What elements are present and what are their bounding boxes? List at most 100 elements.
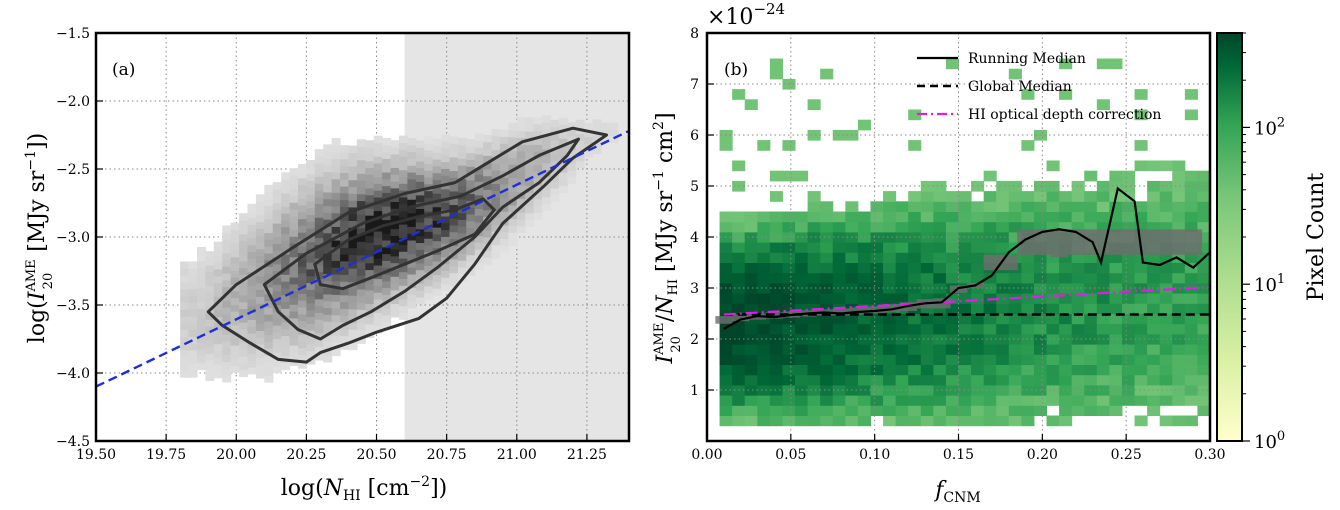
hist-cell — [281, 274, 291, 282]
heat-cell — [933, 313, 947, 325]
hist-cell — [432, 138, 442, 147]
heat-cell — [945, 374, 959, 386]
heat-cell — [983, 191, 997, 202]
hist-cell — [264, 232, 274, 240]
heat-cell — [1147, 201, 1161, 212]
heat-cell — [870, 323, 884, 335]
heat-cell — [769, 231, 783, 243]
heat-cell — [757, 221, 771, 233]
heat-cell — [908, 344, 922, 355]
heat-cell — [870, 395, 884, 406]
hist-cell — [474, 194, 484, 203]
hist-cell — [180, 268, 190, 276]
hist-cell — [415, 262, 425, 271]
heat-cell — [1147, 313, 1161, 325]
heat-cell — [1134, 333, 1148, 345]
heat-cell — [820, 303, 834, 314]
hist-cell — [424, 238, 434, 246]
hist-cell — [441, 175, 451, 183]
heat-cell — [757, 231, 771, 243]
hist-cell — [213, 241, 223, 250]
heat-cell — [1159, 303, 1173, 314]
heat-cell — [883, 272, 897, 284]
heat-cell — [1071, 293, 1085, 304]
hist-cell — [533, 164, 543, 173]
hist-cell — [424, 197, 434, 205]
heat-cell — [1197, 303, 1210, 314]
heat-cell — [908, 405, 922, 416]
heat-cell — [1197, 242, 1210, 253]
heat-cell — [1084, 170, 1098, 182]
hist-cell — [272, 352, 282, 360]
hist-cell — [508, 238, 518, 247]
hist-cell — [272, 223, 282, 231]
heat-cell — [744, 364, 758, 376]
heat-cell — [769, 384, 783, 396]
hist-cell — [340, 199, 350, 207]
heat-cell — [895, 364, 909, 376]
heat-cell — [807, 384, 821, 396]
hist-cell — [264, 375, 274, 383]
hist-cell — [491, 217, 501, 225]
hist-cell — [247, 366, 257, 375]
x-axis-label-b: fCNM — [933, 478, 980, 506]
heat-cell — [883, 415, 897, 427]
heat-cell — [870, 282, 884, 294]
hist-cell — [281, 219, 291, 228]
hist-cell — [449, 265, 459, 274]
hist-cell — [407, 178, 417, 187]
heat-cell — [1184, 303, 1198, 314]
hist-cell — [289, 304, 299, 312]
heat-cell — [857, 344, 871, 355]
hist-cell — [314, 339, 324, 347]
heat-cell — [1096, 252, 1110, 263]
hist-cell — [584, 136, 594, 144]
hist-cell — [373, 203, 383, 212]
hist-cell — [373, 278, 383, 286]
heat-cell — [820, 313, 834, 325]
heat-cell — [1147, 374, 1161, 386]
hist-cell — [306, 296, 316, 304]
hist-cell — [373, 190, 383, 198]
hist-cell — [323, 259, 333, 268]
heat-cell — [1008, 364, 1022, 376]
hist-cell — [255, 269, 265, 277]
hist-cell — [289, 270, 299, 278]
hist-cell — [567, 170, 577, 178]
heat-cell — [895, 374, 909, 386]
hist-cell — [196, 287, 207, 296]
heat-cell — [1084, 323, 1098, 335]
hist-cell — [239, 328, 249, 337]
heat-cell — [719, 374, 733, 386]
heat-cell — [757, 282, 771, 294]
hist-cell — [356, 234, 366, 242]
heat-cell — [1134, 272, 1148, 284]
hist-cell — [348, 240, 358, 249]
hist-cell — [466, 261, 476, 269]
hist-cell — [508, 225, 518, 233]
hist-cell — [407, 239, 417, 248]
hist-cell — [306, 316, 316, 324]
hist-cell — [348, 186, 358, 194]
heat-cell — [996, 303, 1010, 314]
y-scale-factor: ×10−24 — [707, 0, 785, 30]
hist-cell — [390, 153, 400, 162]
heat-cell — [1147, 405, 1161, 416]
hist-cell — [533, 137, 543, 145]
hist-cell — [230, 277, 240, 285]
hist-cell — [289, 215, 299, 224]
heat-cell — [1046, 313, 1060, 325]
heat-cell — [1134, 140, 1148, 151]
heat-cell — [1197, 201, 1210, 212]
hist-cell — [247, 210, 257, 218]
tick-label-x: 20.75 — [427, 447, 467, 463]
hist-cell — [314, 312, 324, 320]
heat-cell — [1197, 191, 1210, 202]
hist-cell — [373, 142, 383, 150]
hist-cell — [239, 322, 249, 330]
hist-cell — [272, 331, 282, 340]
hist-cell — [281, 172, 291, 180]
